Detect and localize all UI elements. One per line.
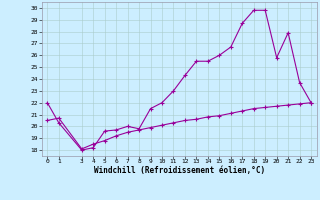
X-axis label: Windchill (Refroidissement éolien,°C): Windchill (Refroidissement éolien,°C) — [94, 166, 265, 175]
